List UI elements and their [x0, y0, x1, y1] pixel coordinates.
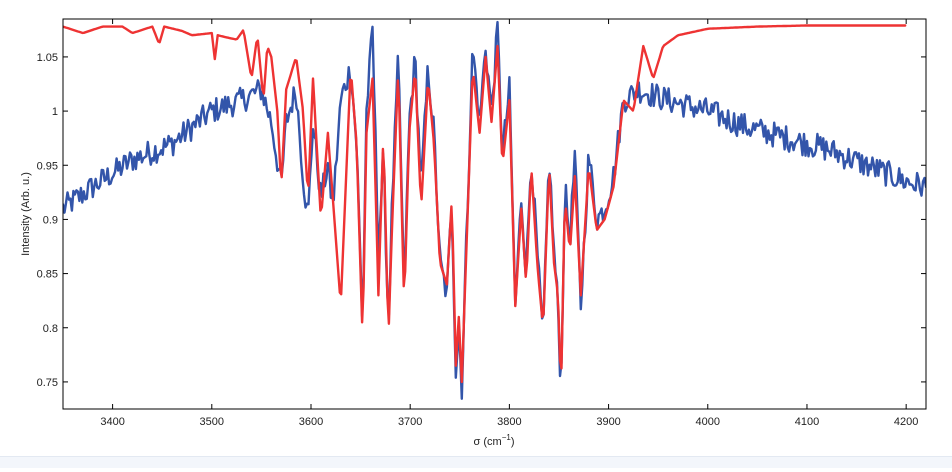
x-tick-label: 4100 — [795, 416, 819, 428]
y-tick-label: 0.8 — [43, 323, 58, 335]
x-axis-label: σ (cm−1) — [474, 433, 515, 448]
x-tick-label: 3900 — [596, 416, 620, 428]
x-tick-label: 4200 — [894, 416, 918, 428]
y-tick-label: 0.85 — [37, 269, 58, 281]
series-line-simulated — [63, 24, 907, 384]
y-tick-label: 0.9 — [43, 214, 58, 226]
series-layer — [63, 20, 926, 400]
y-tick-label: 1 — [52, 106, 58, 118]
x-tick-label: 3800 — [497, 416, 521, 428]
y-tick-label: 1.05 — [37, 52, 58, 64]
x-axis-label-symbol: σ — [474, 436, 481, 448]
y-axis-ticks: 0.75 0.8 0.85 0.9 0.95 1 1.05 — [37, 52, 926, 389]
y-tick-label: 0.95 — [37, 160, 58, 172]
x-axis-label-exponent: −1 — [502, 433, 512, 442]
y-tick-label: 0.75 — [37, 377, 58, 389]
plot-frame — [62, 18, 927, 410]
x-tick-label: 3700 — [398, 416, 422, 428]
x-axis-label-close: ) — [511, 436, 515, 448]
x-tick-label: 3600 — [299, 416, 323, 428]
x-axis-label-unit: (cm — [483, 436, 501, 448]
y-axis-label: Intensity (Arb. u.) — [20, 172, 32, 256]
x-tick-label: 4000 — [696, 416, 720, 428]
x-tick-label: 3500 — [200, 416, 224, 428]
caption-strip — [0, 456, 952, 468]
x-axis-ticks: 3400 3500 3600 3700 3800 3900 4000 4100 4200 — [100, 19, 918, 428]
x-tick-label: 3400 — [100, 416, 124, 428]
